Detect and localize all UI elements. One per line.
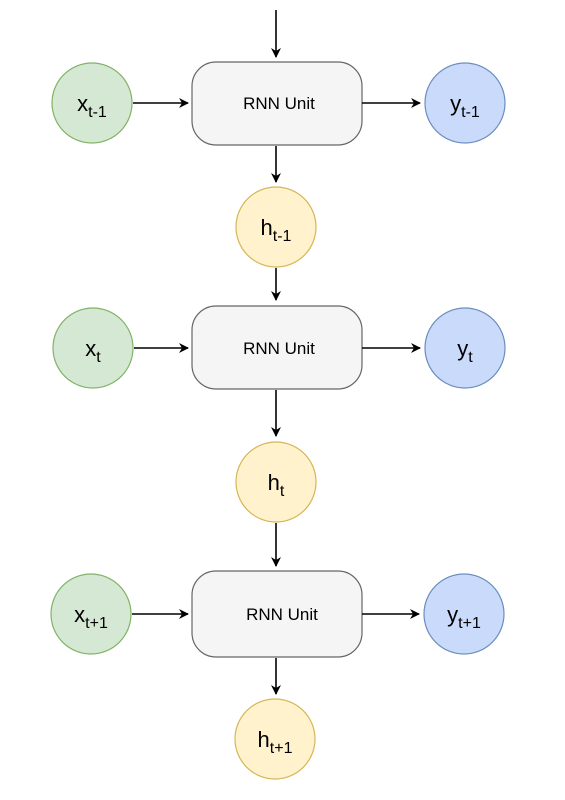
- rnn-unit-label: RNN Unit: [246, 605, 318, 624]
- output-label: yt: [457, 336, 473, 366]
- input-label: xt+1: [74, 602, 108, 632]
- time-step-2: xt+1 RNN Unit yt+1 ht+1: [50, 570, 505, 780]
- hidden-state-label: ht+1: [258, 727, 293, 757]
- output-label: yt-1: [450, 91, 480, 121]
- time-step-0: xt-1 RNN Unit yt-1 ht-1: [51, 61, 506, 268]
- input-label: xt-1: [77, 91, 107, 121]
- input-node: [52, 307, 134, 389]
- hidden-state-label: ht: [268, 470, 285, 500]
- hidden-state-label: ht-1: [261, 215, 292, 245]
- output-label: yt+1: [447, 602, 481, 632]
- rnn-unit-label: RNN Unit: [243, 339, 315, 358]
- output-node: [424, 62, 506, 144]
- time-step-1: xt RNN Unit yt ht: [52, 305, 506, 523]
- output-node: [424, 307, 506, 389]
- input-node: [51, 62, 133, 144]
- hidden-state-node: [235, 186, 317, 268]
- hidden-state-node: [234, 698, 316, 780]
- rnn-unit-label: RNN Unit: [243, 94, 315, 113]
- hidden-state-node: [235, 441, 317, 523]
- input-node: [50, 573, 132, 655]
- input-label: xt: [85, 336, 101, 366]
- output-node: [423, 573, 505, 655]
